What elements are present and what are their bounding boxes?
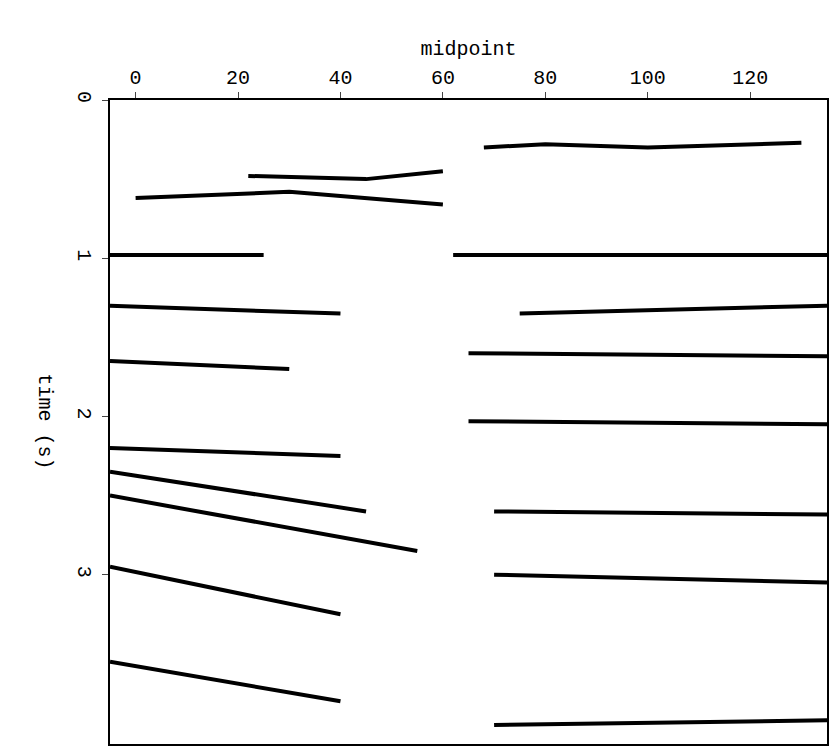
svg-text:1: 1 [72, 249, 95, 261]
svg-text:0: 0 [72, 91, 95, 103]
svg-text:time (s): time (s) [33, 374, 56, 470]
svg-text:40: 40 [328, 67, 352, 90]
svg-text:2: 2 [72, 407, 95, 419]
svg-text:20: 20 [226, 67, 250, 90]
svg-text:120: 120 [732, 67, 768, 90]
svg-text:60: 60 [431, 67, 455, 90]
svg-text:100: 100 [630, 67, 666, 90]
svg-text:80: 80 [533, 67, 557, 90]
svg-text:midpoint: midpoint [420, 38, 516, 61]
svg-text:3: 3 [72, 566, 95, 578]
svg-text:0: 0 [130, 67, 142, 90]
